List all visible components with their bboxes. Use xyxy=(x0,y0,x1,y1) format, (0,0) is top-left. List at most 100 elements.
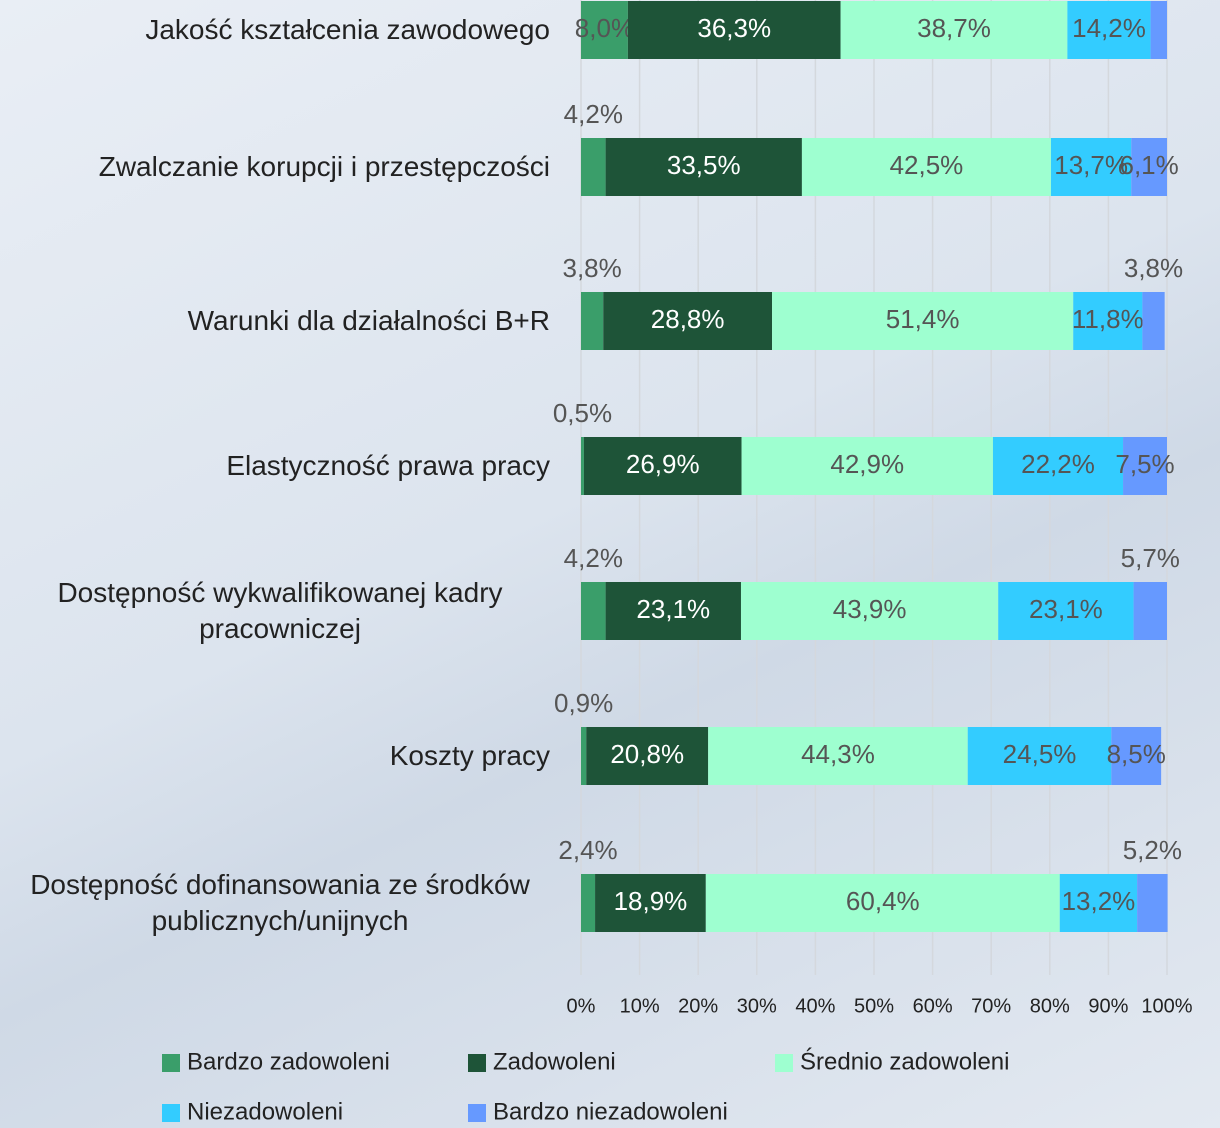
category-text: Jakość kształcenia zawodowego xyxy=(145,14,550,45)
bar-segment xyxy=(581,138,606,196)
bar-segment xyxy=(581,437,584,495)
value-label: 2,4% xyxy=(558,835,617,865)
category-label: Elastyczność prawa pracy xyxy=(10,448,550,484)
value-label: 42,9% xyxy=(830,449,904,479)
x-tick-label: 30% xyxy=(737,995,777,1017)
bar-segment xyxy=(1133,582,1167,640)
bar-segment xyxy=(741,437,993,495)
bar-segment xyxy=(1150,1,1167,59)
legend-label: Średnio zadowoleni xyxy=(800,1047,1009,1075)
bar-segment xyxy=(708,727,968,785)
legend-swatch xyxy=(162,1104,180,1122)
bar-segment xyxy=(1050,138,1132,196)
category-label: Jakość kształcenia zawodowego xyxy=(10,12,550,48)
value-label: 0,9% xyxy=(554,688,613,718)
legend-swatch xyxy=(468,1104,486,1122)
category-text: Koszty pracy xyxy=(389,740,550,771)
value-label: 28,8% xyxy=(651,304,725,334)
legend-swatch xyxy=(468,1054,486,1072)
x-tick-label: 0% xyxy=(567,995,596,1017)
x-tick-label: 40% xyxy=(795,995,835,1017)
bar-segment xyxy=(586,727,709,785)
bar-segment xyxy=(583,437,742,495)
category-text: Warunki dla działalności B+R xyxy=(187,305,550,336)
value-label: 8,0% xyxy=(575,13,634,43)
bar-segment xyxy=(581,582,606,640)
bar-segment xyxy=(1059,874,1138,932)
value-label: 0,5% xyxy=(553,398,612,428)
bar-segment xyxy=(581,727,587,785)
category-label: Warunki dla działalności B+R xyxy=(10,303,550,339)
bar-segment xyxy=(801,138,1051,196)
value-label: 5,7% xyxy=(1121,543,1180,573)
legend-label: Niezadowoleni xyxy=(187,1098,343,1125)
bar-segment xyxy=(1142,292,1165,350)
bar-segment xyxy=(595,874,706,932)
bar-segment xyxy=(1073,292,1143,350)
bar-segment xyxy=(605,582,741,640)
bar-segment xyxy=(1131,138,1167,196)
bar-segment xyxy=(581,874,596,932)
bar-segment xyxy=(581,1,628,59)
bar-segment xyxy=(603,292,773,350)
value-label: 44,3% xyxy=(801,739,875,769)
category-label: Dostępność dofinansowania ze środków pub… xyxy=(10,867,550,939)
bar-segment xyxy=(992,437,1124,495)
x-tick-label: 100% xyxy=(1141,995,1192,1017)
legend-label: Bardzo niezadowoleni xyxy=(493,1098,728,1125)
legend-label: Bardzo zadowoleni xyxy=(187,1048,390,1075)
bar-segment xyxy=(1137,874,1168,932)
category-text: Dostępność dofinansowania ze środków pub… xyxy=(30,869,530,936)
value-label: 33,5% xyxy=(667,150,741,180)
value-label: 60,4% xyxy=(846,886,920,916)
bar-segment xyxy=(840,1,1068,59)
value-label: 4,2% xyxy=(564,99,623,129)
bar-segment xyxy=(740,582,999,640)
value-label: 23,1% xyxy=(1029,594,1103,624)
bar-segment xyxy=(1067,1,1151,59)
value-label: 7,5% xyxy=(1115,449,1174,479)
value-label: 38,7% xyxy=(917,13,991,43)
value-label: 24,5% xyxy=(1003,739,1077,769)
x-tick-label: 50% xyxy=(854,995,894,1017)
bar-segment xyxy=(605,138,802,196)
legend-swatch xyxy=(775,1054,793,1072)
bar-segment xyxy=(1111,727,1162,785)
value-label: 6,1% xyxy=(1119,150,1178,180)
x-tick-label: 60% xyxy=(913,995,953,1017)
value-label: 3,8% xyxy=(1124,253,1183,283)
category-text: Zwalczanie korupcji i przestępczości xyxy=(98,151,550,182)
value-label: 42,5% xyxy=(890,150,964,180)
bar-segment xyxy=(998,582,1134,640)
value-label: 4,2% xyxy=(564,543,623,573)
value-label: 51,4% xyxy=(886,304,960,334)
value-label: 13,2% xyxy=(1062,886,1136,916)
value-label: 18,9% xyxy=(614,886,688,916)
value-label: 20,8% xyxy=(610,739,684,769)
x-tick-label: 80% xyxy=(1030,995,1070,1017)
value-label: 26,9% xyxy=(626,449,700,479)
bar-segment xyxy=(581,292,604,350)
bar-segment xyxy=(705,874,1060,932)
x-tick-label: 70% xyxy=(971,995,1011,1017)
bar-segment xyxy=(967,727,1112,785)
category-text: Dostępność wykwalifikowanej kadry pracow… xyxy=(57,577,503,644)
value-label: 22,2% xyxy=(1021,449,1095,479)
value-label: 3,8% xyxy=(563,253,622,283)
value-label: 23,1% xyxy=(636,594,710,624)
category-text: Elastyczność prawa pracy xyxy=(226,450,550,481)
value-label: 14,2% xyxy=(1072,13,1146,43)
value-label: 5,2% xyxy=(1123,835,1182,865)
x-tick-label: 10% xyxy=(620,995,660,1017)
value-label: 43,9% xyxy=(833,594,907,624)
value-label: 11,8% xyxy=(1072,304,1144,334)
bar-segment xyxy=(627,1,841,59)
category-label: Zwalczanie korupcji i przestępczości xyxy=(10,149,550,185)
bar-segment xyxy=(1123,437,1167,495)
bar-segment xyxy=(772,292,1074,350)
category-label: Koszty pracy xyxy=(10,738,550,774)
value-label: 8,5% xyxy=(1107,739,1166,769)
x-tick-label: 20% xyxy=(678,995,718,1017)
value-label: 13,7% xyxy=(1054,150,1128,180)
